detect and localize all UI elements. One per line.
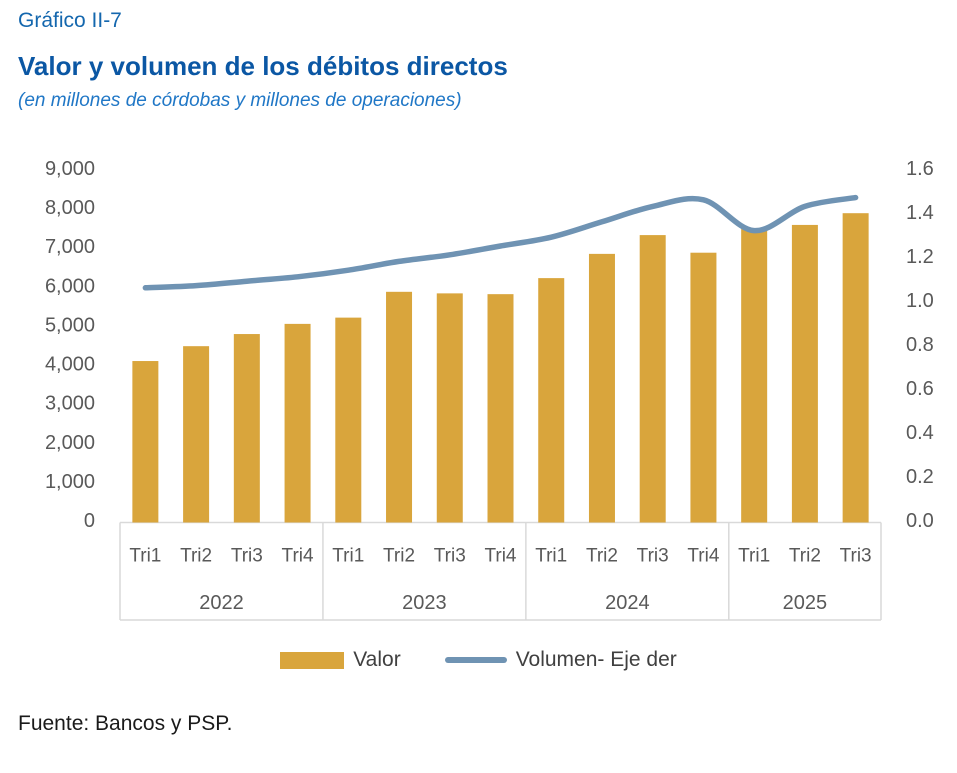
- chart-caption: Gráfico II-7: [18, 9, 122, 32]
- year-label-2024: 2024: [605, 592, 650, 614]
- right-axis-tick: 0.2: [906, 466, 934, 488]
- quarter-label-2023-Tri1: Tri1: [332, 546, 364, 567]
- volumen-line: [142, 194, 859, 291]
- right-axis-tick: 1.2: [906, 246, 934, 268]
- legend: Valor Volumen- Eje der: [0, 648, 957, 672]
- quarter-label-2023-Tri4: Tri4: [484, 546, 516, 567]
- legend-valor-label: Valor: [353, 648, 401, 671]
- left-axis-tick: 3,000: [45, 393, 95, 415]
- source-note: Fuente: Bancos y PSP.: [18, 712, 233, 735]
- quarter-label-2024-Tri4: Tri4: [687, 546, 719, 567]
- quarter-label-2025-Tri3: Tri3: [840, 546, 872, 567]
- header: Gráfico II-7 Valor y volumen de los débi…: [18, 8, 508, 114]
- left-axis-tick: 6,000: [45, 275, 95, 297]
- bar-2022-Tri4: [284, 323, 311, 523]
- quarter-label-2022-Tri1: Tri1: [129, 546, 161, 567]
- bar-2022-Tri3: [233, 334, 260, 523]
- left-axis-tick: 1,000: [45, 471, 95, 493]
- bar-2024-Tri1: [538, 278, 565, 523]
- quarter-label-2023-Tri3: Tri3: [434, 546, 466, 567]
- legend-volumen-label: Volumen- Eje der: [515, 648, 677, 671]
- legend-item-volumen: Volumen- Eje der: [444, 648, 677, 672]
- year-label-2023: 2023: [402, 592, 447, 614]
- quarter-label-2022-Tri3: Tri3: [231, 546, 263, 567]
- bar-2023-Tri2: [386, 291, 413, 523]
- quarter-label-2024-Tri3: Tri3: [637, 546, 669, 567]
- bar-2022-Tri2: [183, 346, 210, 523]
- bar-2022-Tri1: [132, 361, 159, 523]
- bar-2024-Tri2: [588, 253, 615, 523]
- left-axis-tick: 2,000: [45, 432, 95, 454]
- right-axis-tick: 0.4: [906, 422, 934, 444]
- quarter-label-2022-Tri2: Tri2: [180, 546, 212, 567]
- right-axis-tick: 0.0: [906, 510, 934, 532]
- quarter-label-2022-Tri4: Tri4: [282, 546, 314, 567]
- year-label-2025: 2025: [783, 592, 828, 614]
- bar-2024-Tri3: [639, 235, 666, 523]
- left-axis-tick: 5,000: [45, 314, 95, 336]
- right-axis-tick: 1.4: [906, 202, 934, 224]
- left-axis-tick: 8,000: [45, 197, 95, 219]
- chart-subtitle: (en millones de córdobas y millones de o…: [18, 90, 462, 111]
- bar-2025-Tri1: [741, 228, 768, 523]
- bar-2023-Tri1: [335, 317, 362, 523]
- volumen-line-swatch: [444, 657, 507, 663]
- quarter-label-2024-Tri1: Tri1: [535, 546, 567, 567]
- combo-chart: 0 1,000 2,000 3,000 4,000 5,000 6,000 7,000 8,00…: [45, 158, 934, 621]
- year-label-2022: 2022: [199, 592, 244, 614]
- left-axis-tick: 7,000: [45, 236, 95, 258]
- left-axis-tick: 4,000: [45, 354, 95, 376]
- bar-2023-Tri4: [487, 294, 514, 523]
- bar-2025-Tri3: [842, 213, 869, 523]
- quarter-label-2025-Tri2: Tri2: [789, 546, 821, 567]
- quarter-label-2024-Tri2: Tri2: [586, 546, 618, 567]
- right-axis-tick: 0.8: [906, 334, 934, 356]
- bar-2025-Tri2: [791, 224, 818, 523]
- legend-item-valor: Valor: [280, 648, 401, 672]
- bar-2024-Tri4: [690, 252, 717, 523]
- valor-swatch: [280, 651, 345, 669]
- right-axis-tick: 1.0: [906, 290, 934, 312]
- bar-2023-Tri3: [436, 293, 463, 523]
- chart-title: Valor y volumen de los débitos directos: [18, 51, 508, 81]
- left-axis-tick: 9,000: [45, 158, 95, 180]
- quarter-label-2023-Tri2: Tri2: [383, 546, 415, 567]
- left-axis-tick: 0: [84, 510, 95, 532]
- quarter-label-2025-Tri1: Tri1: [738, 546, 770, 567]
- right-axis-tick: 0.6: [906, 378, 934, 400]
- right-axis-tick: 1.6: [906, 158, 934, 180]
